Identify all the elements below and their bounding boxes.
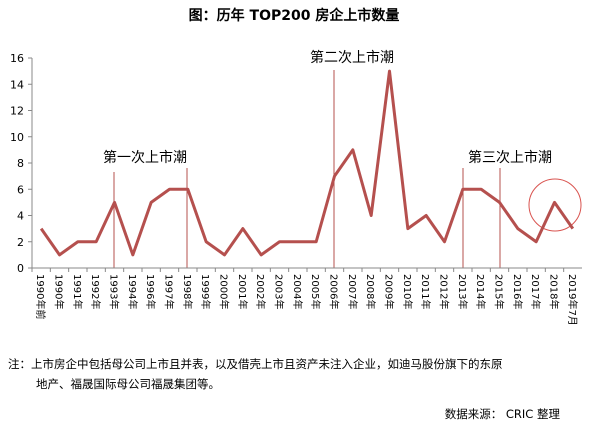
- chart-title: 图：历年 TOP200 房企上市数量: [189, 7, 400, 24]
- annotation: 第二次上市潮: [310, 49, 394, 66]
- x-tick-label: 2019年7月: [566, 274, 579, 326]
- x-tick-label: 2012年: [438, 274, 451, 309]
- x-tick-label: 1990年前: [34, 274, 47, 319]
- x-tick-label: 1996年: [144, 274, 157, 309]
- x-tick-label: 2018年: [548, 274, 561, 309]
- y-tick-label: 6: [17, 183, 24, 196]
- x-tick-label: 2017年: [529, 274, 542, 309]
- wave-markers: [113, 70, 501, 268]
- x-tick-label: 2000年: [218, 274, 231, 309]
- x-tick-label: 1992年: [89, 274, 102, 309]
- x-tick-label: 2001年: [236, 274, 249, 309]
- y-tick-label: 14: [10, 78, 24, 91]
- x-tick-label: 2004年: [291, 274, 304, 309]
- note: 注：上市房企中包括母公司上市且并表，以及借壳上市且资产未注入企业，如迪马股份旗下…: [8, 357, 503, 371]
- x-tick-label: 2011年: [419, 274, 432, 309]
- annotation: 第一次上市潮: [103, 149, 187, 166]
- highlight-circle: [528, 178, 582, 232]
- x-tick-label: 2013年: [456, 274, 469, 309]
- y-tick-label: 16: [10, 52, 24, 65]
- note: 地产、福晟国际母公司福晟集团等。: [36, 377, 220, 391]
- x-tick-label: 2003年: [273, 274, 286, 309]
- y-tick-label: 4: [17, 210, 24, 223]
- x-tick-label: 1998年: [181, 274, 194, 309]
- x-tick-label: 1994年: [126, 274, 139, 309]
- source: 数据来源： CRIC 整理: [445, 407, 561, 421]
- y-tick-label: 0: [17, 262, 24, 275]
- x-tick-label: 1990年: [53, 274, 66, 309]
- x-tick-label: 1993年: [108, 274, 121, 309]
- x-tick-label: 2014年: [474, 274, 487, 309]
- x-tick-label: 2008年: [364, 274, 377, 309]
- y-tick-label: 10: [10, 131, 24, 144]
- x-tick-label: 1997年: [163, 274, 176, 309]
- x-tick-label: 2016年: [511, 274, 524, 309]
- x-tick-label: 2007年: [346, 274, 359, 309]
- x-tick-label: 2006年: [328, 274, 341, 309]
- x-tick-label: 2015年: [493, 274, 506, 309]
- y-tick-label: 2: [17, 236, 24, 249]
- data-line: [39, 69, 575, 257]
- x-tick-label: 1991年: [71, 274, 84, 309]
- annotation: 第三次上市潮: [468, 149, 552, 166]
- y-tick-label: 12: [10, 105, 24, 118]
- x-tick-label: 2005年: [309, 274, 322, 309]
- x-tick-label: 2009年: [383, 274, 396, 309]
- x-tick-label: 2002年: [254, 274, 267, 309]
- y-tick-label: 8: [17, 157, 24, 170]
- x-tick-label: 2010年: [401, 274, 414, 309]
- x-tick-label: 1999年: [199, 274, 212, 309]
